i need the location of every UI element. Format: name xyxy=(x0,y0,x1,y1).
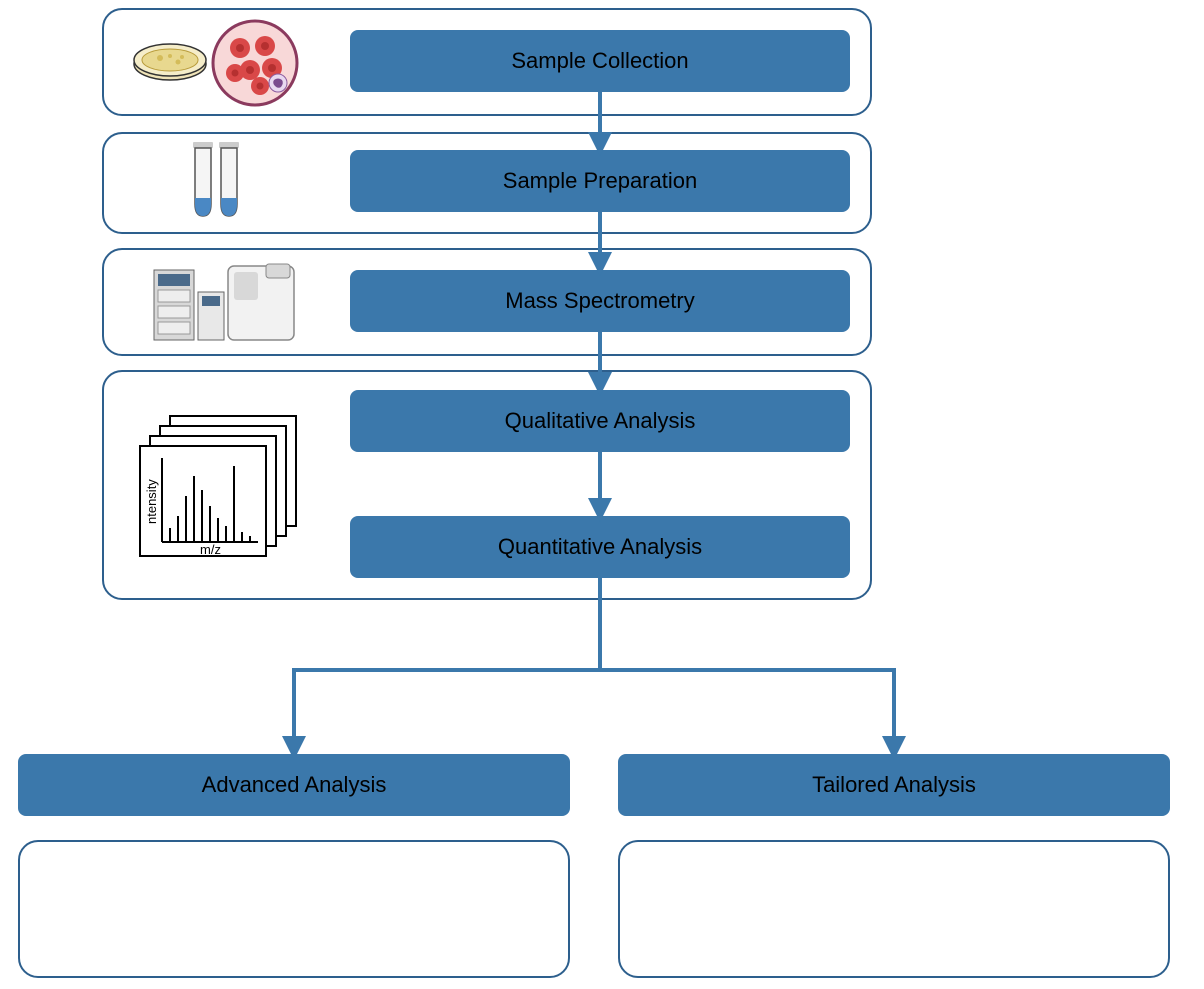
step-tailored-analysis: Tailored Analysis xyxy=(618,754,1170,816)
step-label: Qualitative Analysis xyxy=(505,408,696,434)
step-label: Tailored Analysis xyxy=(812,772,976,798)
mass-spectrometer-icon xyxy=(150,262,300,346)
step-advanced-analysis: Advanced Analysis xyxy=(18,754,570,816)
petri-dish-icon xyxy=(130,34,210,84)
step-label: Quantitative Analysis xyxy=(498,534,702,560)
step-label: Mass Spectrometry xyxy=(505,288,695,314)
step-label: Advanced Analysis xyxy=(202,772,387,798)
step-sample-collection: Sample Collection xyxy=(350,30,850,92)
step-quantitative-analysis: Quantitative Analysis xyxy=(350,516,850,578)
blood-cells-icon xyxy=(210,18,300,108)
test-tubes-icon xyxy=(175,140,255,224)
step-qualitative-analysis: Qualitative Analysis xyxy=(350,390,850,452)
container-advanced-analysis xyxy=(18,840,570,978)
svg-text:m/z: m/z xyxy=(200,542,221,557)
step-mass-spectrometry: Mass Spectrometry xyxy=(350,270,850,332)
container-tailored-analysis xyxy=(618,840,1170,978)
svg-text:ntensity: ntensity xyxy=(144,479,159,524)
step-sample-preparation: Sample Preparation xyxy=(350,150,850,212)
spectra-icon: ntensity m/z xyxy=(130,410,310,570)
step-label: Sample Collection xyxy=(511,48,688,74)
step-label: Sample Preparation xyxy=(503,168,697,194)
